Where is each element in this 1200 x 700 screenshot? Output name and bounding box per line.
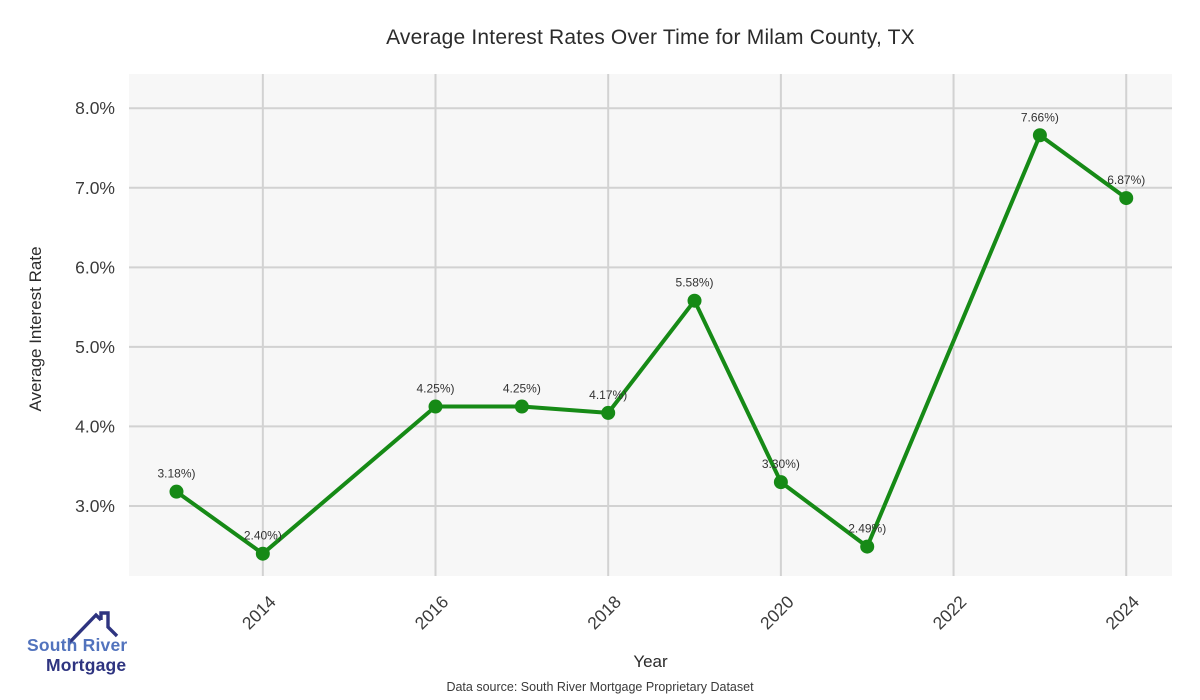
x-axis-title: Year [633,652,668,671]
x-tick-label: 2022 [929,592,971,634]
y-tick-label: 3.0% [75,496,115,516]
point-label: 3.30%) [762,457,800,471]
y-tick-label: 8.0% [75,98,115,118]
data-point [1119,191,1134,206]
data-point [169,484,184,499]
point-label: 7.66%) [1021,110,1059,124]
data-point [773,475,788,490]
data-point [428,399,443,414]
x-tick-label: 2016 [411,592,453,634]
point-label: 5.58%) [676,276,714,290]
data-point [601,405,616,420]
y-tick-label: 5.0% [75,337,115,357]
x-tick-label: 2014 [238,592,280,634]
point-label: 4.17%) [589,388,627,402]
data-source-note: Data source: South River Mortgage Propri… [446,680,754,694]
house-roof-icon [67,611,119,645]
rate-line [174,133,1129,556]
point-label: 2.49%) [848,522,886,536]
data-point [687,293,702,308]
x-tick-label: 2024 [1101,592,1143,634]
company-logo: South River Mortgage [15,610,145,688]
point-label: 2.40%) [244,529,282,543]
data-point [255,546,270,561]
point-label: 6.87%) [1107,173,1145,187]
y-tick-label: 4.0% [75,416,115,436]
data-point [1032,128,1047,143]
x-tick-label: 2020 [756,592,798,634]
plot-panel [129,74,1172,576]
y-tick-label: 6.0% [75,257,115,277]
y-axis-title: Average Interest Rate [26,246,45,412]
point-label: 4.25%) [503,382,541,396]
data-point [860,539,875,554]
point-label: 4.25%) [416,382,454,396]
data-point [514,399,529,414]
y-tick-label: 7.0% [75,178,115,198]
chart-title: Average Interest Rates Over Time for Mil… [386,26,915,49]
x-tick-label: 2018 [583,592,625,634]
point-label: 3.18%) [157,467,195,481]
logo-text-mortgage: Mortgage [46,655,127,675]
logo-text-south-river: South River [27,635,128,655]
